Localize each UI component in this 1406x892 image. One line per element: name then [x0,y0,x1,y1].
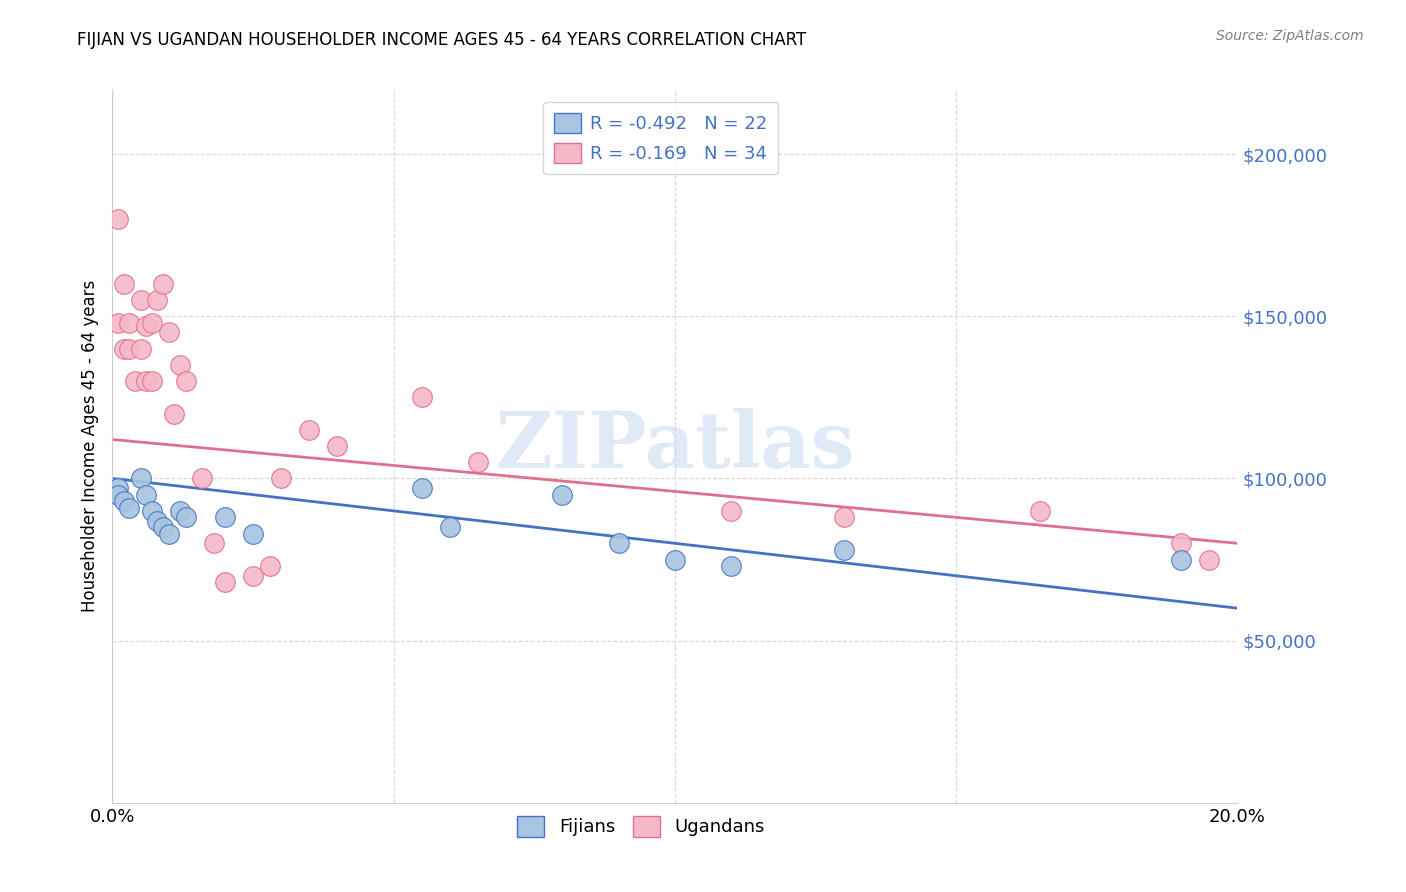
Point [270,471,292,485]
Point [191,471,214,485]
Legend: Fijians, Ugandans: Fijians, Ugandans [510,808,772,844]
Point [664,552,686,566]
Point [141,316,163,330]
Point [720,559,742,574]
Point [174,374,197,388]
Point [169,504,191,518]
Point [242,526,264,541]
Point [141,504,163,518]
Point [146,293,169,307]
Point [129,471,152,485]
Point [202,536,225,550]
Point [135,318,157,333]
Point [174,510,197,524]
Point [411,390,433,404]
Point [112,342,135,356]
Point [152,520,174,534]
Point [152,277,174,291]
Point [214,510,236,524]
Point [107,211,129,226]
Text: ZIPatlas: ZIPatlas [495,408,855,484]
Point [1029,504,1052,518]
Point [242,568,264,582]
Point [107,481,129,495]
Point [157,326,180,340]
Point [832,510,855,524]
Point [107,488,129,502]
Point [112,494,135,508]
Point [129,293,152,307]
Point [118,342,141,356]
Point [467,455,489,469]
Point [411,481,433,495]
Point [607,536,630,550]
Point [720,504,742,518]
Point [129,342,152,356]
Point [551,488,574,502]
Point [326,439,349,453]
Text: FIJIAN VS UGANDAN HOUSEHOLDER INCOME AGES 45 - 64 YEARS CORRELATION CHART: FIJIAN VS UGANDAN HOUSEHOLDER INCOME AGE… [77,31,807,49]
Point [118,500,141,515]
Point [298,423,321,437]
Point [1170,536,1192,550]
Y-axis label: Householder Income Ages 45 - 64 years: Householder Income Ages 45 - 64 years [80,280,98,612]
Point [157,526,180,541]
Point [214,575,236,590]
Point [1170,552,1192,566]
Point [135,488,157,502]
Point [169,358,191,372]
Point [146,514,169,528]
Point [112,277,135,291]
Point [832,542,855,557]
Point [1198,552,1220,566]
Text: Source: ZipAtlas.com: Source: ZipAtlas.com [1216,29,1364,43]
Point [163,407,186,421]
Point [135,374,157,388]
Point [439,520,461,534]
Point [118,316,141,330]
Point [259,559,281,574]
Point [141,374,163,388]
Point [107,316,129,330]
Point [124,374,146,388]
